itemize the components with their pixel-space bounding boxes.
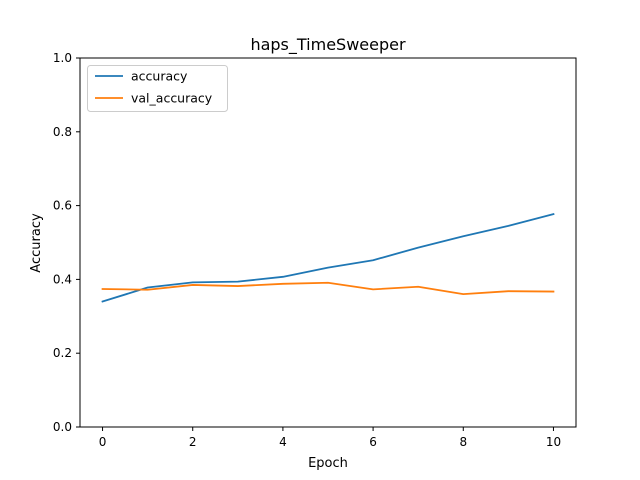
y-tick-label: 1.0 — [53, 51, 72, 65]
chart-title: haps_TimeSweeper — [250, 35, 406, 55]
x-tick-label: 10 — [546, 435, 561, 449]
y-axis-label: Accuracy — [29, 213, 44, 273]
y-tick-label: 0.0 — [53, 420, 72, 434]
legend-box — [87, 65, 228, 112]
y-tick-label: 0.2 — [53, 346, 72, 360]
plot-area: 0 2 4 6 8 10 0.0 0.2 0.4 0.6 0.8 1.0 — [53, 51, 577, 449]
x-tick-label: 4 — [279, 435, 287, 449]
legend-label-0: accuracy — [131, 69, 188, 84]
y-tick-label: 0.8 — [53, 125, 72, 139]
x-tick-label: 2 — [189, 435, 197, 449]
x-tick-label: 6 — [369, 435, 377, 449]
x-tick-label: 8 — [459, 435, 467, 449]
y-tick-label: 0.4 — [53, 272, 72, 286]
legend-label-1: val_accuracy — [131, 91, 213, 106]
legend: accuracy val_accuracy — [87, 65, 228, 112]
y-tick-label: 0.6 — [53, 199, 72, 213]
series-line-1 — [101, 281, 555, 296]
plot-frame — [79, 57, 577, 428]
x-tick-label: 0 — [99, 435, 107, 449]
x-axis-label: Epoch — [308, 456, 348, 471]
series-line-0 — [101, 212, 555, 303]
